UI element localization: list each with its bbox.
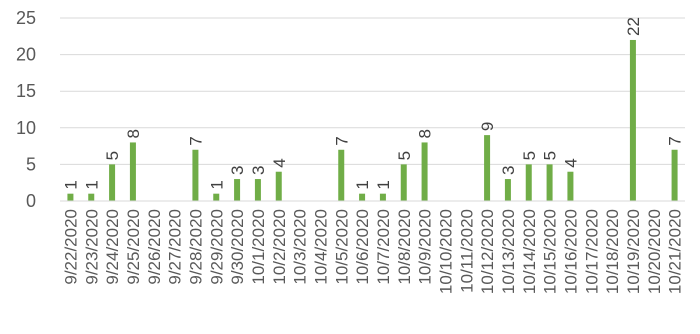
- bar: [400, 164, 407, 201]
- x-tick-label: 10/5/2020: [332, 209, 351, 285]
- x-tick-label: 9/30/2020: [228, 209, 247, 285]
- data-label: 1: [207, 180, 226, 189]
- bar: [567, 171, 574, 201]
- data-label: 22: [624, 17, 643, 36]
- bar: [379, 193, 386, 201]
- x-tick-label: 10/11/2020: [457, 209, 476, 293]
- y-tick-label: 15: [16, 81, 36, 101]
- x-tick-label: 10/8/2020: [395, 209, 414, 285]
- data-label: 3: [499, 166, 518, 175]
- bar: [275, 171, 282, 201]
- bar: [67, 193, 74, 201]
- bar: [359, 193, 366, 201]
- data-label: 5: [541, 151, 560, 160]
- x-tick-label: 10/18/2020: [603, 209, 622, 294]
- x-tick-label: 9/22/2020: [61, 209, 80, 285]
- x-tick-label: 10/13/2020: [499, 209, 518, 294]
- x-tick-label: 10/3/2020: [291, 209, 310, 285]
- x-tick-label: 10/10/2020: [436, 209, 455, 294]
- y-tick-label: 25: [16, 8, 36, 28]
- data-label: 8: [124, 129, 143, 138]
- x-tick-label: 9/29/2020: [207, 209, 226, 285]
- y-tick-label: 0: [26, 191, 36, 211]
- x-tick-label: 10/14/2020: [520, 209, 539, 294]
- x-tick-label: 9/25/2020: [124, 209, 143, 285]
- bar: [254, 179, 261, 201]
- x-tick-label: 9/28/2020: [186, 209, 205, 285]
- y-tick-label: 10: [16, 118, 36, 138]
- data-label: 5: [520, 151, 539, 160]
- y-axis-tick-labels: 0 5 10 15 20 25: [16, 8, 36, 211]
- x-tick-label: 10/20/2020: [645, 209, 664, 294]
- x-axis-tick-labels: 9/22/2020 9/23/2020 9/24/2020 9/25/2020 9/26…: [61, 209, 684, 294]
- data-label: 1: [61, 180, 80, 189]
- bar: [192, 149, 199, 201]
- bar: [671, 149, 678, 201]
- data-label: 1: [374, 180, 393, 189]
- x-tick-label: 10/16/2020: [561, 209, 580, 294]
- data-label: 5: [395, 151, 414, 160]
- x-tick-label: 10/4/2020: [311, 209, 330, 285]
- x-tick-label: 10/7/2020: [374, 209, 393, 285]
- bar: [88, 193, 95, 201]
- data-label: 4: [270, 158, 289, 167]
- bar: [484, 135, 491, 201]
- bar: [213, 193, 220, 201]
- bar: [234, 179, 241, 201]
- gridlines: [60, 17, 685, 165]
- x-tick-label: 9/24/2020: [103, 209, 122, 285]
- x-tick-label: 10/15/2020: [541, 209, 560, 294]
- x-tick-label: 10/9/2020: [416, 209, 435, 285]
- data-label: 1: [353, 180, 372, 189]
- data-label: 5: [103, 151, 122, 160]
- data-label: 1: [82, 180, 101, 189]
- y-tick-label: 20: [16, 45, 36, 65]
- x-tick-label: 10/2/2020: [270, 209, 289, 285]
- data-label: 3: [228, 166, 247, 175]
- x-tick-label: 10/21/2020: [666, 209, 685, 294]
- bar: [546, 164, 553, 201]
- x-tick-label: 10/6/2020: [353, 209, 372, 285]
- bar: [525, 164, 532, 201]
- data-label: 9: [478, 122, 497, 131]
- bar: [504, 179, 511, 201]
- bar: [129, 142, 136, 201]
- y-tick-label: 5: [26, 154, 36, 174]
- bars: [67, 39, 678, 202]
- bar: [109, 164, 116, 201]
- bar: [629, 39, 636, 202]
- x-tick-label: 10/19/2020: [624, 209, 643, 294]
- x-tick-label: 10/17/2020: [582, 209, 601, 294]
- x-tick-label: 9/27/2020: [166, 209, 185, 285]
- x-tick-label: 9/23/2020: [82, 209, 101, 285]
- x-tick-label: 10/12/2020: [478, 209, 497, 294]
- data-label: 8: [416, 129, 435, 138]
- bar: [421, 142, 428, 201]
- x-tick-label: 10/1/2020: [249, 209, 268, 285]
- data-label: 3: [249, 166, 268, 175]
- x-tick-label: 9/26/2020: [145, 209, 164, 285]
- bar: [338, 149, 345, 201]
- data-label: 7: [666, 136, 685, 145]
- data-label: 4: [561, 158, 580, 167]
- data-label: 7: [186, 136, 205, 145]
- data-label: 7: [332, 136, 351, 145]
